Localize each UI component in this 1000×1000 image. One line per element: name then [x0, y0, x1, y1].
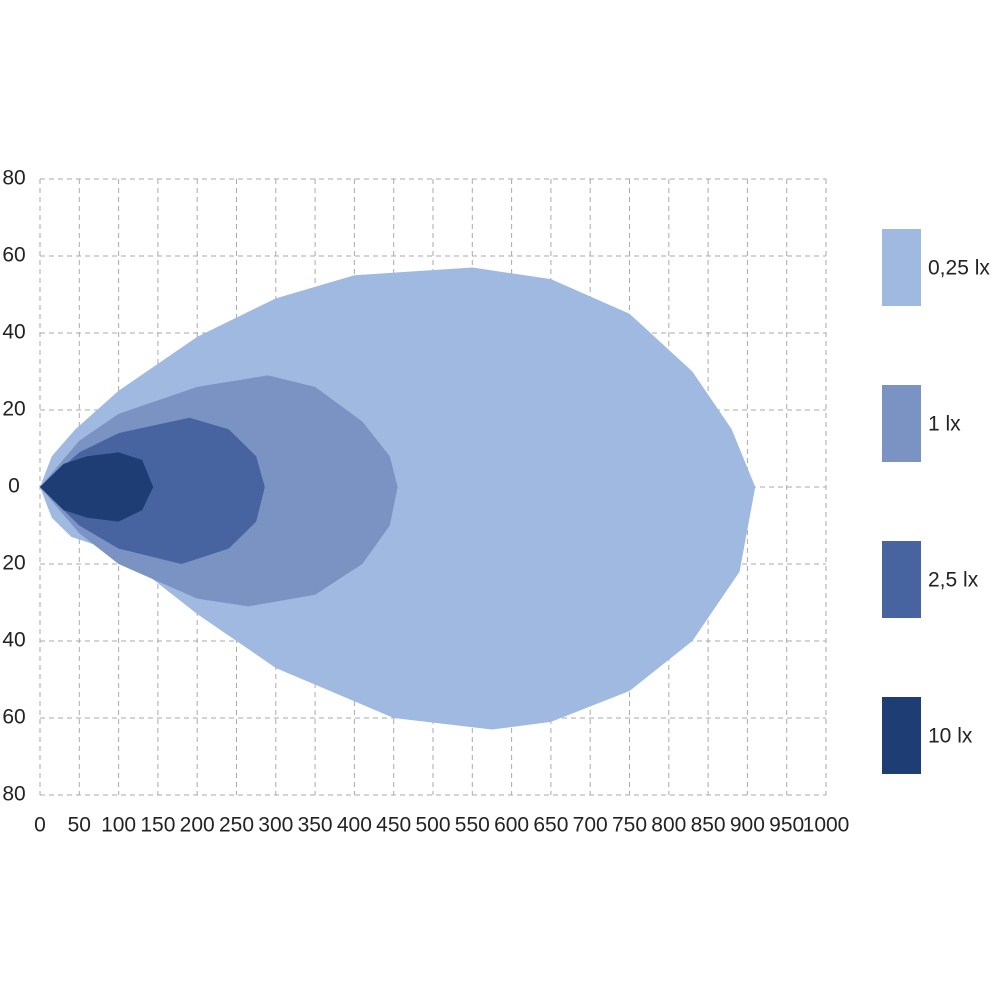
- x-tick-label: 150: [140, 814, 175, 837]
- x-tick-label: 250: [219, 814, 254, 837]
- x-tick-label: 0: [34, 814, 46, 837]
- legend-swatch: [882, 229, 921, 306]
- y-tick-label: 0: [8, 475, 20, 498]
- legend-swatch: [882, 697, 921, 774]
- legend-label: 1 lx: [928, 413, 961, 436]
- isolux-area: [40, 417, 265, 564]
- isolux-area: [40, 267, 756, 730]
- y-tick-label: 60: [2, 244, 25, 267]
- x-tick-label: 650: [533, 814, 568, 837]
- x-tick-label: 350: [298, 814, 333, 837]
- legend-label: 10 lx: [928, 725, 973, 748]
- x-tick-label: 1000: [803, 814, 850, 837]
- legend-label: 0,25 lx: [928, 257, 990, 280]
- y-tick-label: 20: [2, 398, 25, 421]
- legend-swatch: [882, 385, 921, 462]
- x-tick-label: 300: [258, 814, 293, 837]
- x-tick-label: 600: [494, 814, 529, 837]
- x-tick-label: 450: [376, 814, 411, 837]
- x-tick-label: 500: [415, 814, 450, 837]
- y-tick-label: 40: [2, 629, 25, 652]
- legend-label: 2,5 lx: [928, 569, 979, 592]
- x-tick-label: 900: [730, 814, 765, 837]
- x-tick-label: 950: [769, 814, 804, 837]
- y-tick-label: 80: [2, 783, 25, 806]
- x-tick-label: 200: [180, 814, 215, 837]
- x-tick-label: 100: [101, 814, 136, 837]
- y-tick-label: 40: [2, 321, 25, 344]
- legend-swatch: [882, 541, 921, 618]
- x-tick-label: 50: [68, 814, 91, 837]
- isolux-area: [40, 452, 154, 522]
- x-tick-label: 700: [573, 814, 608, 837]
- x-tick-label: 550: [455, 814, 490, 837]
- y-tick-label: 60: [2, 706, 25, 729]
- y-tick-label: 20: [2, 552, 25, 575]
- x-tick-label: 800: [651, 814, 686, 837]
- x-tick-label: 850: [691, 814, 726, 837]
- y-tick-label: 80: [2, 167, 25, 190]
- x-tick-label: 400: [337, 814, 372, 837]
- x-tick-label: 750: [612, 814, 647, 837]
